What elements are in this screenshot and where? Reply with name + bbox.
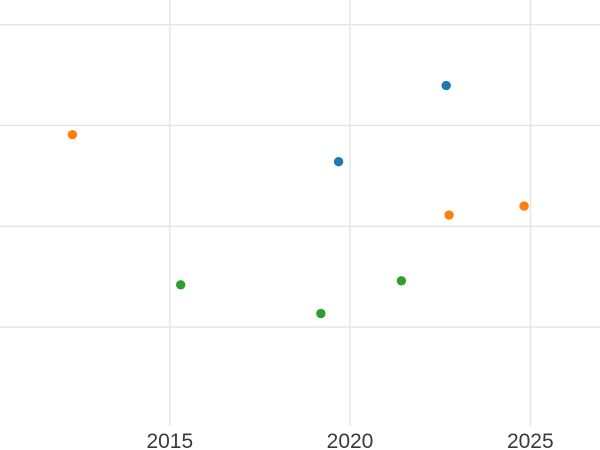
svg-text:2025: 2025 xyxy=(507,430,554,450)
svg-text:2015: 2015 xyxy=(146,430,193,450)
svg-text:2020: 2020 xyxy=(327,430,374,450)
